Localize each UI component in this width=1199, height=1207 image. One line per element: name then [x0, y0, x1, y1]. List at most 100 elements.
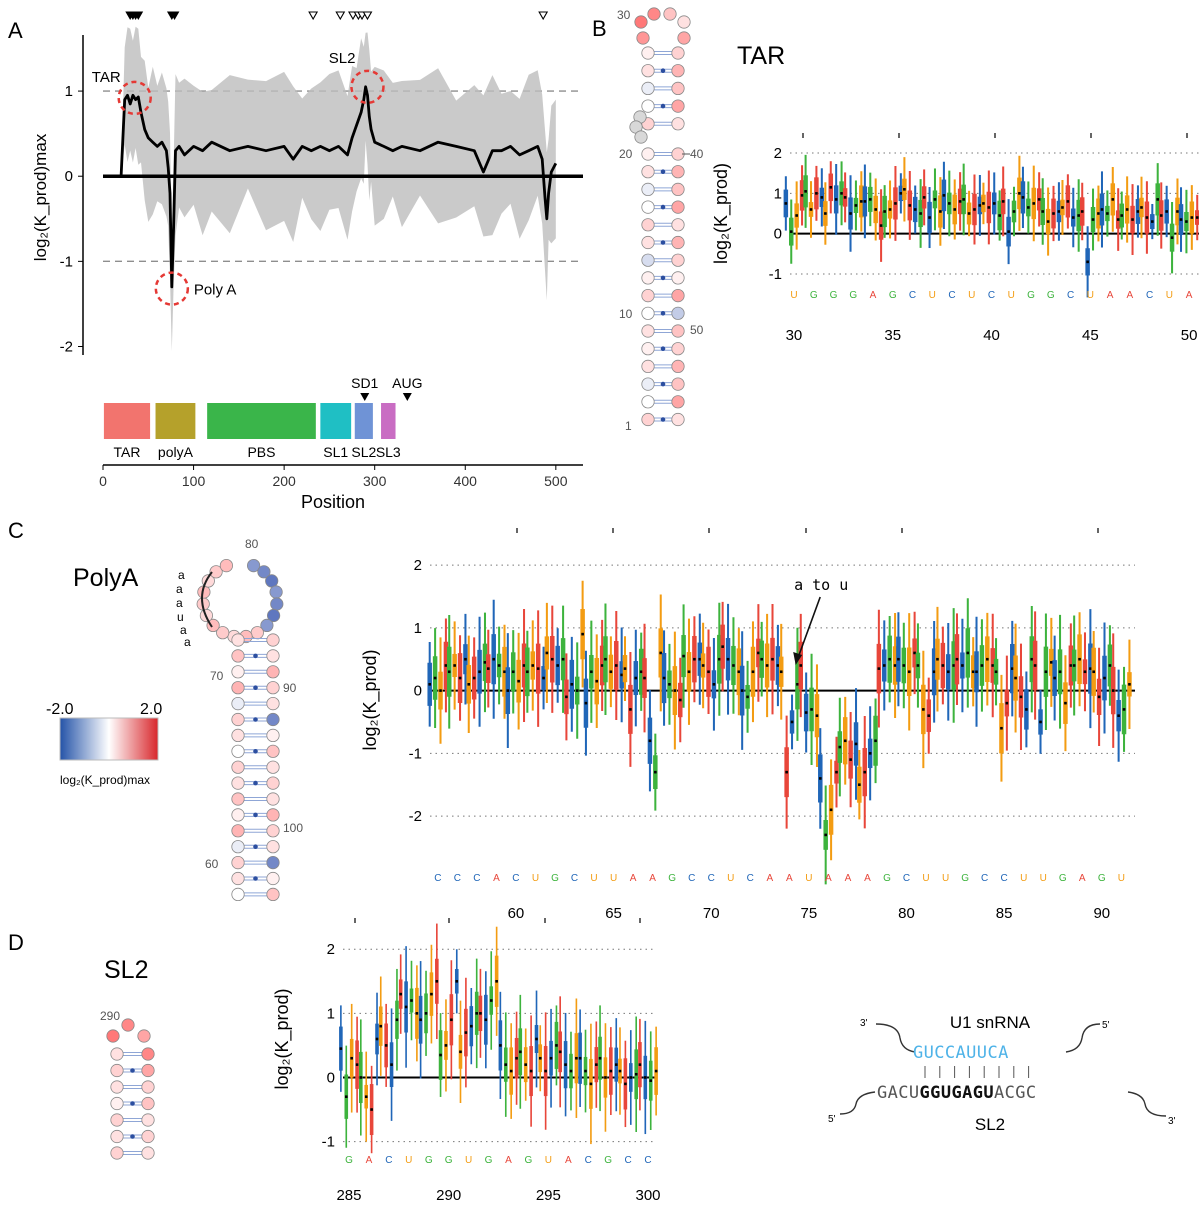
region-bar-pbs	[207, 403, 316, 439]
u1-sl2-label: SL2	[975, 1115, 1005, 1134]
box-median	[634, 1072, 638, 1076]
box-median	[524, 1063, 528, 1066]
box-median	[1001, 200, 1005, 203]
nucleotide-circle	[266, 824, 280, 838]
sequence-letter: C	[988, 290, 995, 301]
box-median	[908, 204, 912, 207]
box-median	[698, 657, 702, 661]
x-tick-label: 65	[605, 905, 622, 922]
box-median	[815, 192, 818, 195]
polya-bracket-arc	[201, 571, 213, 628]
box-median	[453, 664, 456, 667]
sequence-letter: C	[1146, 290, 1153, 301]
box-median	[868, 752, 872, 755]
sequence-letter: U	[1118, 873, 1125, 884]
region-marker-triangle	[360, 393, 370, 401]
x-tick-label: 500	[544, 473, 568, 489]
box-median	[1053, 676, 1056, 680]
box-median	[624, 1082, 627, 1086]
nucleotide-circle	[110, 1063, 124, 1078]
box-median	[1027, 206, 1030, 209]
box-median	[854, 742, 858, 746]
box-median	[902, 664, 906, 667]
region-label: PBS	[247, 444, 275, 460]
box-median	[339, 1047, 343, 1050]
box-median	[395, 1018, 399, 1022]
y-axis-label: log₂(K_prod)max	[31, 133, 50, 261]
box-median	[919, 212, 922, 215]
y-tick-label: 0	[65, 168, 73, 185]
box-median	[565, 695, 568, 699]
wobble-dot	[253, 717, 258, 722]
nucleotide-circle	[231, 840, 245, 854]
box-median	[375, 1037, 379, 1041]
box-median	[614, 1063, 618, 1066]
nucleotide-circle	[231, 887, 245, 902]
box-median	[1097, 212, 1100, 215]
nucleotide-circle	[671, 377, 685, 391]
wobble-dot	[253, 812, 258, 818]
box-median	[439, 1053, 442, 1057]
box-median	[948, 202, 951, 205]
sequence-letter: A	[1127, 290, 1134, 301]
nucleotide-circle	[671, 81, 685, 96]
box-median	[829, 808, 833, 812]
x-tick-label: 300	[363, 473, 387, 489]
nucleotide-circle	[141, 1146, 155, 1160]
nucleotide-circle	[231, 633, 245, 647]
box-median	[1159, 214, 1163, 217]
u1-top-left-curve	[875, 1023, 916, 1053]
nucleotide-circle	[671, 324, 685, 338]
nucleotide-circle	[671, 200, 685, 214]
box-median	[953, 208, 957, 211]
polya-bracket-letter: a	[176, 596, 183, 610]
sequence-letter: C	[434, 873, 441, 884]
sequence-letter: U	[929, 290, 936, 301]
box-median	[1050, 661, 1053, 664]
sequence-letter: C	[1067, 290, 1074, 301]
sequence-letter: A	[649, 873, 656, 884]
nucleotide-circle	[231, 776, 245, 790]
marker-triangle-open	[362, 11, 373, 21]
nucleotide-circle	[671, 395, 685, 409]
sequence-letter: C	[688, 873, 695, 884]
box-median	[927, 714, 931, 717]
nucleotide-circle	[677, 31, 691, 45]
y-tick-label: 1	[774, 185, 782, 202]
sequence-letter: C	[644, 1155, 651, 1166]
box-median	[575, 1056, 578, 1060]
sequence-letter: U	[968, 290, 975, 301]
nucleotide-circle	[671, 182, 685, 196]
box-median	[662, 676, 666, 680]
sequence-letter: A	[1186, 290, 1193, 301]
box-median	[1140, 206, 1143, 209]
box-median	[424, 1012, 428, 1015]
box-median	[795, 214, 798, 217]
box-median	[760, 657, 764, 661]
sequence-letter: C	[454, 873, 461, 884]
box-median	[478, 670, 481, 674]
polya-num-70: 70	[210, 669, 224, 683]
x-tick-label: 285	[336, 1187, 361, 1204]
highlight-circle	[117, 80, 152, 116]
marker-triangle-open	[538, 11, 549, 21]
wobble-dot	[660, 204, 666, 210]
nucleotide-circle	[671, 412, 685, 427]
box-median	[1100, 208, 1104, 211]
y-tick-label: -2	[60, 338, 73, 355]
nucleotide-circle	[641, 377, 655, 391]
u1-top-right-curve	[1065, 1023, 1101, 1053]
colorbar-max-label: 2.0	[140, 701, 162, 718]
x-tick-label: 45	[1082, 327, 1099, 344]
nucleotide-circle	[266, 855, 280, 870]
box-median	[439, 689, 442, 692]
box-median	[687, 670, 691, 674]
box-median	[595, 1063, 598, 1066]
box-median	[975, 670, 978, 674]
box-median	[556, 664, 559, 667]
wobble-dot	[130, 1068, 135, 1073]
tar-num-50: 50	[690, 323, 704, 337]
box-median	[800, 194, 804, 197]
box-median	[1064, 701, 1067, 705]
